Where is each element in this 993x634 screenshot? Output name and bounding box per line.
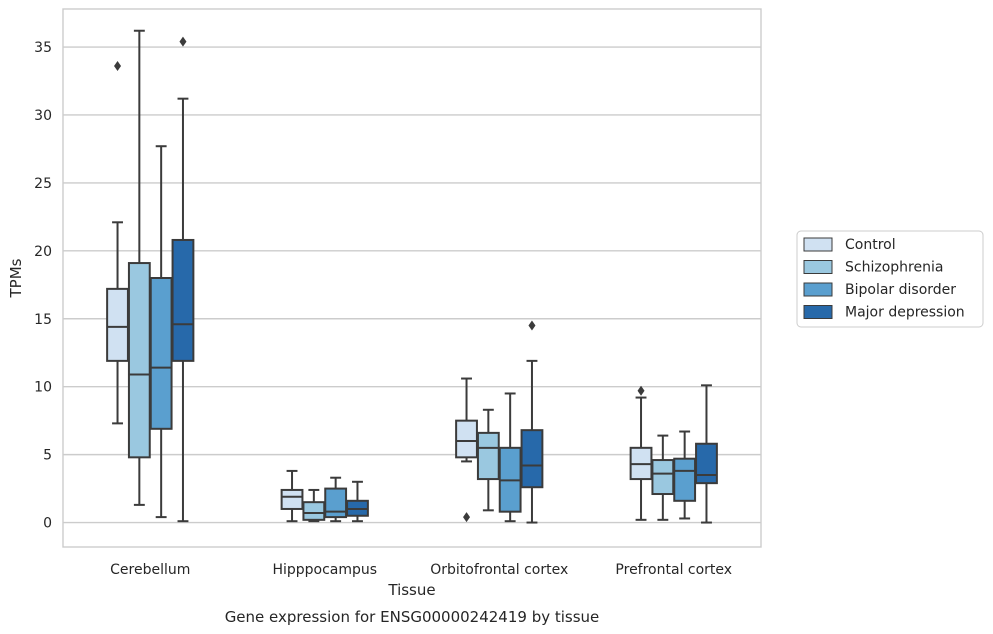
box-3-2	[520, 320, 544, 524]
legend-swatch	[803, 305, 833, 319]
box-iqr	[520, 429, 544, 489]
y-tick-label: 20	[34, 244, 52, 260]
box-iqr	[476, 431, 500, 481]
figure-caption: Gene expression for ENSG00000242419 by t…	[225, 608, 600, 626]
box-1-1	[302, 488, 326, 523]
x-tick-label: Cerebellum	[110, 562, 190, 578]
outlier-point	[463, 512, 471, 523]
box-iqr	[106, 287, 129, 362]
box-iqr	[455, 419, 478, 459]
x-tick-labels: Cerebellum Hipppocampus Orbitofrontal cort…	[110, 562, 732, 578]
box-iqr	[651, 459, 675, 496]
box-iqr	[324, 487, 348, 519]
box-iqr	[280, 488, 304, 510]
legend-swatch	[803, 260, 833, 274]
y-tick-labels: 0 5 10 15 20 25 30 35	[34, 40, 52, 532]
y-tick-label: 15	[34, 312, 52, 328]
legend-label: Control	[845, 237, 896, 253]
x-tick-label: Hipppocampus	[272, 562, 377, 578]
box-2-3	[673, 430, 697, 520]
y-tick-label: 10	[34, 380, 52, 396]
x-tick-label: Prefrontal cortex	[615, 562, 732, 578]
plot-boxes	[106, 29, 718, 524]
box-iqr	[302, 501, 326, 521]
y-tick-label: 30	[34, 108, 52, 124]
box-2-0	[149, 145, 173, 519]
box-iqr	[171, 238, 195, 362]
plot-frame	[62, 8, 762, 548]
box-iqr	[149, 277, 173, 430]
y-tick-label: 0	[43, 516, 52, 532]
box-2-2	[498, 392, 522, 523]
outlier-point	[528, 320, 536, 331]
outlier-point	[637, 385, 645, 396]
y-tick-label: 35	[34, 40, 52, 56]
box-3-1	[346, 480, 369, 523]
legend-swatch	[803, 237, 833, 252]
box-1-0	[127, 29, 151, 506]
legend-swatch	[803, 282, 833, 297]
x-axis-label: Tissue	[387, 581, 435, 599]
box-iqr	[673, 457, 697, 502]
legend-label: Major depression	[845, 305, 965, 321]
outlier-point	[114, 61, 122, 72]
y-tick-label: 5	[43, 448, 52, 464]
y-tick-label: 25	[34, 176, 52, 192]
box-0-1	[280, 469, 304, 523]
outlier-point	[179, 36, 187, 47]
box-3-3	[695, 384, 718, 524]
box-3-0	[171, 36, 195, 523]
legend-frame	[796, 230, 984, 328]
box-0-3	[629, 385, 653, 521]
box-iqr	[127, 262, 151, 459]
x-tick-label: Orbitofrontal cortex	[430, 562, 568, 578]
box-0-0	[106, 61, 129, 425]
legend-label: Schizophrenia	[845, 260, 943, 276]
y-axis-label: TPMs	[7, 258, 25, 298]
legend-label: Bipolar disorder	[845, 282, 956, 298]
box-2-1	[324, 476, 348, 523]
box-iqr	[695, 442, 718, 485]
legend: Control Schizophrenia Bipolar disorder Majo…	[796, 230, 984, 328]
